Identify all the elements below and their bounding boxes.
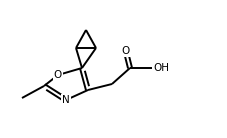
Text: O: O <box>121 46 130 56</box>
Text: O: O <box>54 70 62 80</box>
Text: OH: OH <box>152 63 168 73</box>
Text: N: N <box>62 95 69 105</box>
